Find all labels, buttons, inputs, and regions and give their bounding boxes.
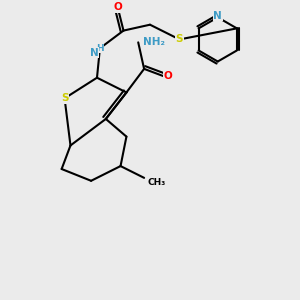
Text: N: N <box>90 48 98 58</box>
Text: O: O <box>163 71 172 81</box>
Text: S: S <box>61 93 68 103</box>
Text: NH₂: NH₂ <box>142 38 165 47</box>
Text: H: H <box>96 44 104 53</box>
Text: O: O <box>113 2 122 12</box>
Text: S: S <box>176 34 183 44</box>
Text: N: N <box>213 11 222 21</box>
Text: CH₃: CH₃ <box>147 178 165 187</box>
